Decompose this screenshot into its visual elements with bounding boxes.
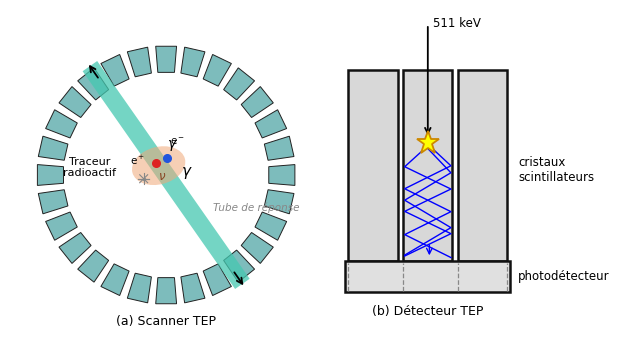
Text: 511 keV: 511 keV (433, 17, 481, 30)
Polygon shape (101, 55, 129, 86)
Polygon shape (101, 264, 129, 295)
Bar (403, 70, 452, 261)
Text: cristaux
scintillateurs: cristaux scintillateurs (518, 156, 594, 184)
Bar (348, 70, 397, 261)
Polygon shape (127, 273, 151, 303)
Polygon shape (38, 136, 68, 160)
Polygon shape (45, 212, 77, 240)
Polygon shape (38, 164, 63, 186)
Bar (345, 261, 511, 292)
Polygon shape (269, 164, 295, 186)
Polygon shape (78, 68, 109, 100)
Polygon shape (156, 278, 176, 304)
Circle shape (63, 72, 269, 278)
Text: (a) Scanner TEP: (a) Scanner TEP (116, 315, 216, 328)
Polygon shape (255, 110, 287, 138)
Text: $\nu$: $\nu$ (158, 170, 166, 183)
Polygon shape (203, 264, 231, 295)
Polygon shape (224, 68, 254, 100)
Text: $\gamma$: $\gamma$ (167, 138, 178, 153)
Bar (458, 70, 507, 261)
Text: e$^-$: e$^-$ (170, 136, 185, 147)
Polygon shape (255, 212, 287, 240)
Polygon shape (127, 47, 151, 77)
Polygon shape (241, 86, 273, 118)
Polygon shape (224, 250, 254, 282)
Polygon shape (265, 136, 294, 160)
Polygon shape (38, 190, 68, 214)
Polygon shape (265, 190, 294, 214)
Text: Tube de réponse: Tube de réponse (213, 202, 300, 212)
Polygon shape (59, 232, 91, 264)
Polygon shape (181, 273, 205, 303)
Text: photodétecteur: photodétecteur (518, 270, 610, 283)
Polygon shape (45, 110, 77, 138)
Polygon shape (156, 46, 176, 72)
Polygon shape (82, 61, 250, 289)
Polygon shape (241, 232, 273, 264)
Ellipse shape (132, 146, 185, 185)
Text: (b) Détecteur TEP: (b) Détecteur TEP (372, 305, 484, 318)
Polygon shape (59, 86, 91, 118)
Text: $\gamma$: $\gamma$ (181, 165, 193, 181)
Text: Traceur
radioactif: Traceur radioactif (63, 157, 116, 178)
Polygon shape (203, 55, 231, 86)
Polygon shape (78, 250, 109, 282)
Polygon shape (181, 47, 205, 77)
Text: e$^+$: e$^+$ (130, 153, 146, 167)
